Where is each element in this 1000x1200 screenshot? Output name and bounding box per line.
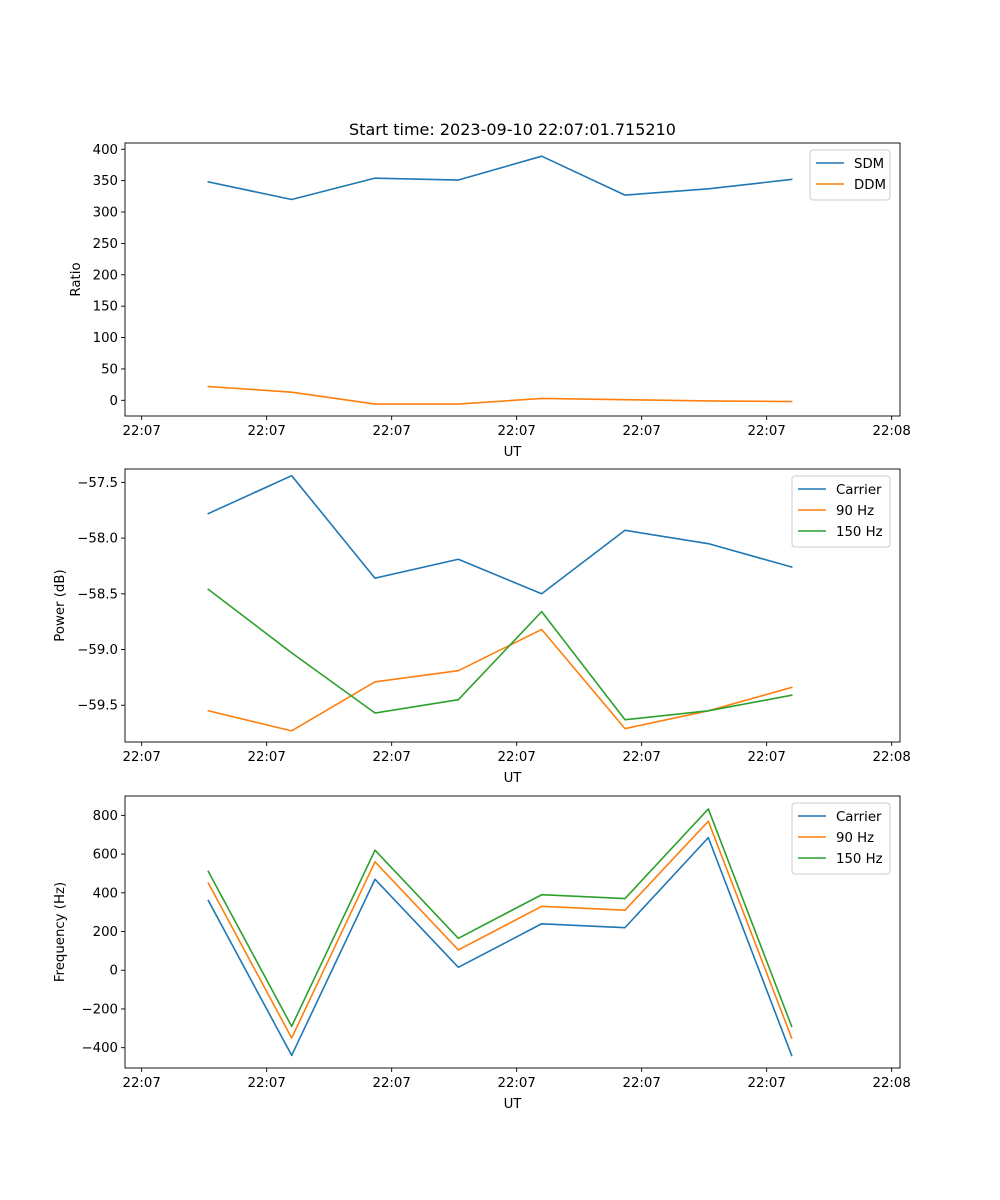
legend: Carrier 90 Hz 150 Hz — [791, 475, 891, 548]
y-tick-label: 400 — [93, 143, 118, 158]
x-tick-label: 22:07 — [498, 750, 536, 765]
y-axis-label: Ratio — [69, 262, 84, 296]
y-tick-label: 50 — [101, 362, 118, 377]
x-tick-label: 22:07 — [373, 750, 411, 765]
legend-label: 150 Hz — [836, 852, 883, 867]
y-tick-label: 600 — [93, 848, 118, 863]
y-tick-label: −59.0 — [77, 643, 118, 658]
y-axis-label: Frequency (Hz) — [53, 882, 68, 982]
legend-label: SDM — [854, 157, 884, 172]
y-tick-label: 350 — [93, 174, 118, 189]
x-tick-label: 22:07 — [748, 750, 786, 765]
y-tick-label: 200 — [93, 268, 118, 283]
legend: Carrier 90 Hz 150 Hz — [791, 802, 891, 875]
x-tick-label: 22:07 — [123, 750, 161, 765]
y-axis-label: Power (dB) — [53, 569, 68, 641]
x-tick-label: 22:07 — [748, 424, 786, 439]
panel-2: 22:07 22:07 22:07 22:07 22:07 22:07 22:08 UT −59… — [53, 468, 911, 786]
y-tick-label: −200 — [81, 1002, 118, 1017]
y-tick-label: 800 — [93, 809, 118, 824]
x-tick-label: 22:08 — [873, 750, 911, 765]
axes-frame — [124, 468, 901, 743]
y-tick-label: 0 — [110, 964, 118, 979]
legend-box — [791, 802, 891, 875]
x-axis-label: UT — [504, 445, 523, 460]
legend-label: 150 Hz — [836, 525, 883, 540]
panel-3: 22:07 22:07 22:07 22:07 22:07 22:07 22:08 UT −40… — [53, 795, 911, 1112]
axes-frame — [124, 795, 901, 1069]
series-line-90-hz — [207, 628, 793, 732]
x-axis-label: UT — [504, 1097, 523, 1112]
y-tick-label: 0 — [110, 394, 118, 409]
x-tick-label: 22:08 — [873, 424, 911, 439]
y-tick-label: −400 — [81, 1041, 118, 1056]
x-tick-label: 22:07 — [248, 1076, 286, 1091]
legend-label: DDM — [854, 178, 886, 193]
series-line-ddm — [207, 385, 793, 405]
axes-frame — [124, 142, 901, 417]
y-tick-label: 100 — [93, 331, 118, 346]
x-tick-label: 22:07 — [623, 424, 661, 439]
y-tick-label: −58.0 — [77, 532, 118, 547]
y-tick-label: −59.5 — [77, 699, 118, 714]
x-tick-label: 22:07 — [248, 750, 286, 765]
legend-label: Carrier — [836, 810, 882, 825]
x-tick-label: 22:07 — [123, 424, 161, 439]
y-tick-label: 300 — [93, 206, 118, 221]
chart-title: Start time: 2023-09-10 22:07:01.715210 — [349, 120, 676, 139]
x-axis-label: UT — [504, 771, 523, 786]
y-tick-label: 150 — [93, 300, 118, 315]
legend-box — [791, 475, 891, 548]
x-tick-label: 22:07 — [623, 750, 661, 765]
x-tick-label: 22:07 — [498, 424, 536, 439]
y-tick-label: 250 — [93, 237, 118, 252]
series-line-sdm — [207, 155, 793, 201]
y-tick-label: 400 — [93, 886, 118, 901]
x-tick-label: 22:07 — [748, 1076, 786, 1091]
series-line-carrier — [207, 474, 793, 595]
y-tick-label: −57.5 — [77, 476, 118, 491]
x-tick-label: 22:07 — [373, 1076, 411, 1091]
legend-label: 90 Hz — [836, 831, 874, 846]
series-line-150-hz — [207, 588, 793, 721]
x-tick-label: 22:08 — [873, 1076, 911, 1091]
series-line-90-hz — [207, 820, 793, 1040]
x-tick-label: 22:07 — [498, 1076, 536, 1091]
y-tick-label: 200 — [93, 925, 118, 940]
legend-label: Carrier — [836, 483, 882, 498]
x-tick-label: 22:07 — [248, 424, 286, 439]
y-tick-label: −58.5 — [77, 587, 118, 602]
x-tick-label: 22:07 — [623, 1076, 661, 1091]
series-line-150-hz — [207, 808, 793, 1028]
series-line-carrier — [207, 836, 793, 1057]
legend: SDM DDM — [809, 149, 891, 201]
legend-label: 90 Hz — [836, 504, 874, 519]
panel-1: Start time: 2023-09-10 22:07:01.715210 22… — [69, 120, 911, 460]
x-tick-label: 22:07 — [123, 1076, 161, 1091]
x-tick-label: 22:07 — [373, 424, 411, 439]
